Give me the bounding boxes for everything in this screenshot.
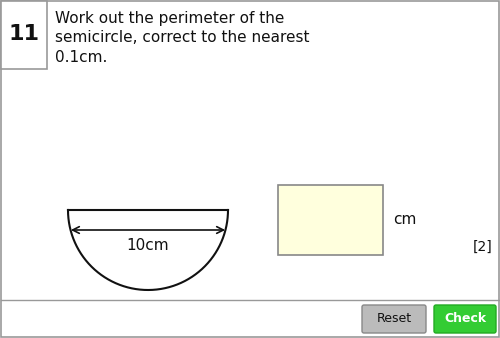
FancyBboxPatch shape	[362, 305, 426, 333]
FancyBboxPatch shape	[434, 305, 496, 333]
Text: Reset: Reset	[376, 313, 412, 325]
Bar	[278, 185, 383, 255]
Text: Check: Check	[444, 313, 486, 325]
Text: cm: cm	[393, 213, 416, 227]
Text: 10cm: 10cm	[126, 239, 170, 254]
Bar	[1, 1, 47, 69]
Text: 11: 11	[8, 24, 40, 44]
Text: 0.1cm.: 0.1cm.	[55, 50, 108, 66]
Text: semicircle, correct to the nearest: semicircle, correct to the nearest	[55, 30, 310, 46]
Text: Work out the perimeter of the: Work out the perimeter of the	[55, 10, 284, 25]
Text: [2]: [2]	[472, 240, 492, 254]
